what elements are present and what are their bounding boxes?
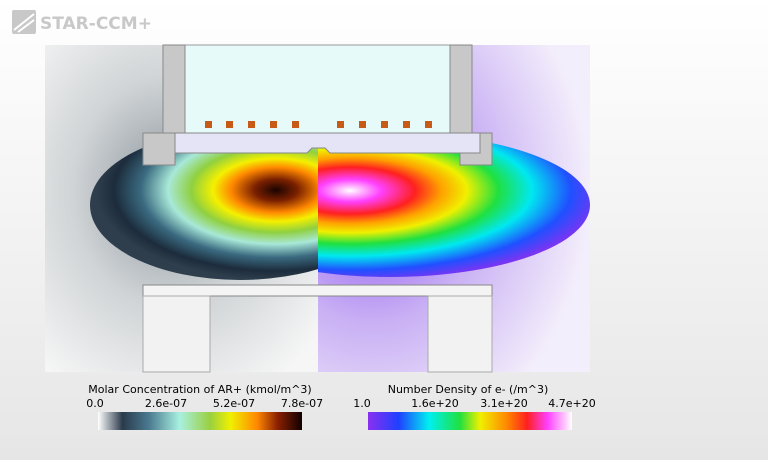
legend-title: Number Density of e- (/m^3) (388, 383, 549, 396)
color-bar (98, 412, 302, 430)
logo-text: STAR-CCM+ (40, 14, 152, 34)
legend-tick: 1.0 (353, 397, 371, 410)
legend-tick: 2.6e-07 (145, 397, 187, 410)
legend: Molar Concentration of AR+ (kmol/m^3) 0.… (86, 383, 323, 430)
legend-tick: 7.8e-07 (281, 397, 323, 410)
legend-title: Molar Concentration of AR+ (kmol/m^3) (88, 383, 311, 396)
legend-tick: 3.1e+20 (480, 397, 527, 410)
legend-tick: 0.0 (86, 397, 104, 410)
logo: STAR-CCM+ (12, 10, 152, 34)
simulation-field (45, 44, 590, 373)
legend-tick: 1.6e+20 (411, 397, 458, 410)
legend: Number Density of e- (/m^3) 1.0 1.6e+20 … (353, 383, 596, 430)
legend-tick: 4.7e+20 (548, 397, 595, 410)
color-bar (368, 412, 572, 430)
legend-tick: 5.2e-07 (213, 397, 255, 410)
